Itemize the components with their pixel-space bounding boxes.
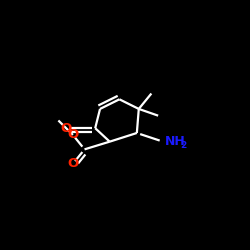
Text: O: O	[60, 122, 72, 135]
Text: NH: NH	[164, 135, 185, 148]
Text: 2: 2	[180, 142, 187, 150]
Text: O: O	[67, 128, 78, 141]
Text: O: O	[67, 157, 78, 170]
